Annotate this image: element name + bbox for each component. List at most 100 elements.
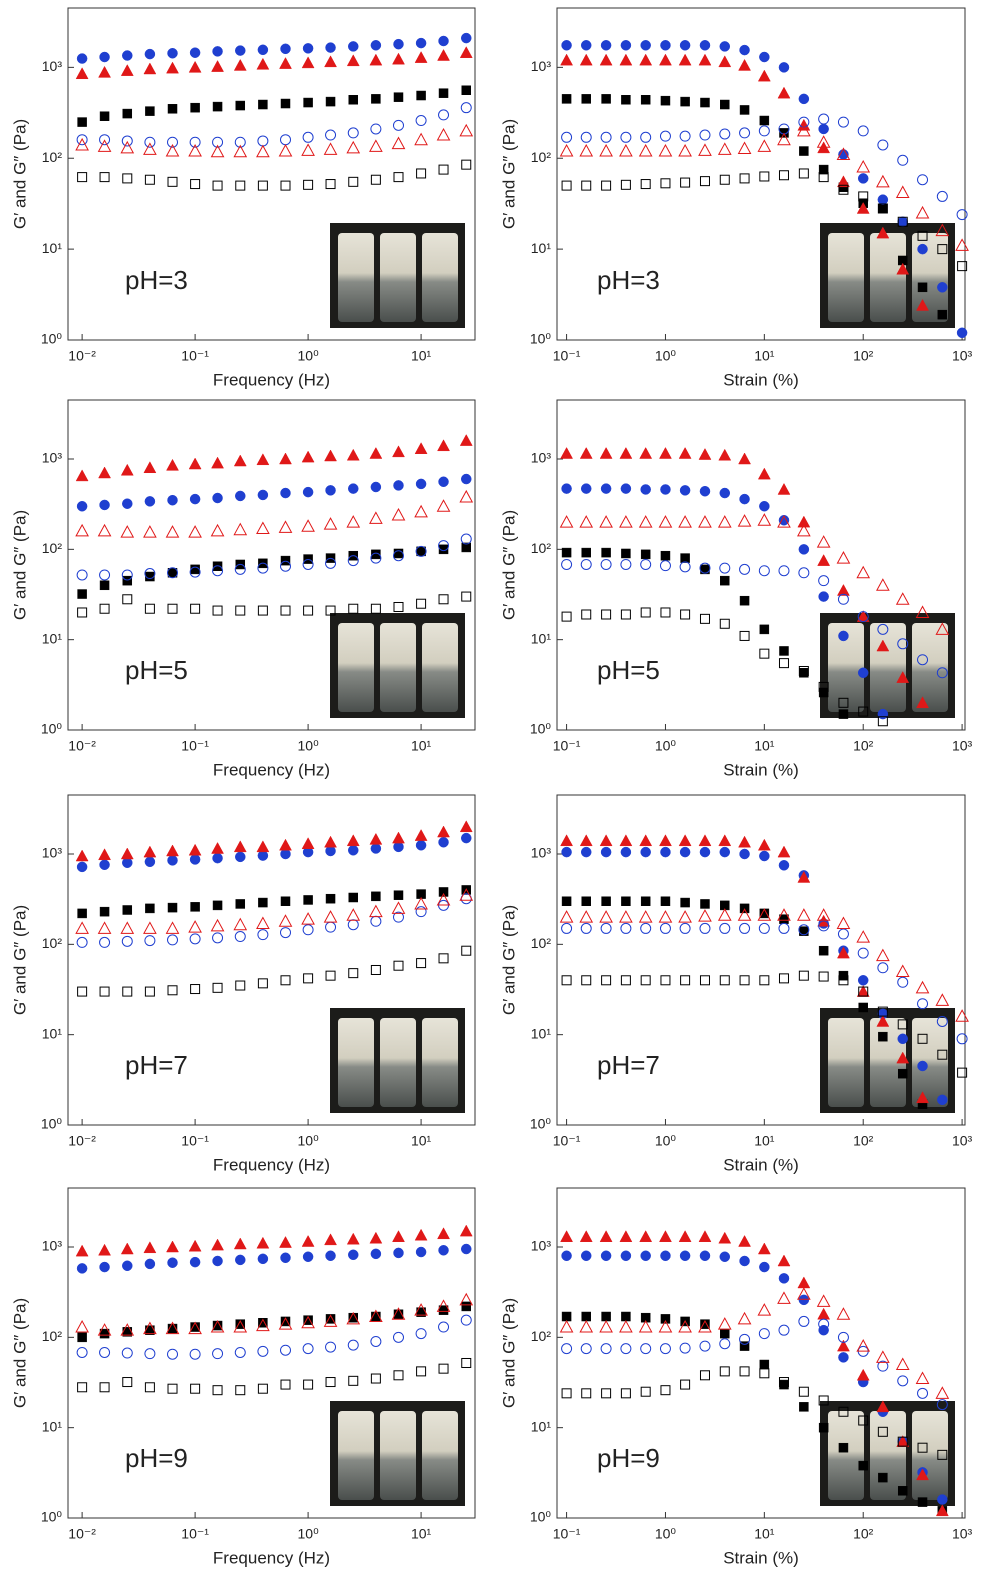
vial [380, 1018, 416, 1107]
triangle-marker [599, 834, 613, 847]
triangle-marker [233, 1237, 247, 1250]
x-axis-label: Strain (%) [723, 760, 799, 779]
y-tick-label: 10² [42, 1328, 63, 1344]
square-marker [348, 892, 359, 903]
triangle-marker [459, 46, 473, 58]
triangle-marker [143, 1241, 157, 1254]
triangle-marker [678, 1320, 692, 1333]
square-marker [838, 709, 849, 719]
square-marker [190, 179, 201, 190]
triangle-marker [638, 144, 653, 157]
vial [380, 1411, 416, 1500]
circle-marker [857, 173, 869, 184]
triangle-marker [777, 1291, 791, 1304]
triangle-marker [210, 144, 225, 158]
triangle-marker [97, 523, 112, 537]
triangle-marker [638, 910, 653, 923]
circle-marker [719, 487, 731, 499]
square-marker [897, 1068, 908, 1079]
square-marker [660, 975, 671, 986]
square-marker [561, 1311, 572, 1322]
triangle-marker [75, 469, 89, 482]
vial [422, 623, 458, 712]
circle-marker [818, 920, 830, 932]
circle-marker [561, 922, 573, 934]
circle-marker [937, 1494, 948, 1505]
circle-marker [76, 500, 88, 512]
circle-marker [580, 40, 592, 51]
triangle-marker [233, 1320, 248, 1333]
triangle-marker [210, 918, 225, 932]
triangle-marker [797, 523, 811, 537]
square-marker [257, 1383, 268, 1394]
circle-marker [699, 846, 711, 858]
series [76, 32, 472, 64]
x-tick-label: 10¹ [754, 1133, 775, 1149]
square-marker [393, 1370, 404, 1381]
circle-marker [460, 473, 472, 485]
y-tick-label: 10¹ [531, 630, 552, 646]
triangle-marker [188, 843, 202, 856]
circle-marker [699, 1250, 711, 1262]
sample-photo [330, 613, 465, 718]
circle-marker [392, 911, 404, 923]
circle-marker [679, 922, 691, 934]
square-marker [99, 986, 110, 997]
circle-marker [857, 125, 869, 137]
triangle-marker [436, 127, 451, 141]
triangle-marker [639, 834, 653, 847]
circle-marker [325, 1341, 337, 1353]
square-marker [700, 97, 710, 108]
square-marker [280, 1379, 291, 1390]
circle-marker [580, 483, 592, 494]
series [560, 1230, 949, 1517]
circle-marker [76, 53, 88, 64]
y-tick-label: 10² [531, 935, 552, 951]
triangle-marker [678, 1230, 692, 1242]
square-marker [620, 1388, 631, 1399]
circle-marker [739, 127, 751, 139]
circle-marker [257, 929, 269, 941]
triangle-marker [717, 142, 732, 155]
square-marker [660, 1314, 671, 1324]
circle-marker [144, 1258, 156, 1270]
circle-marker [580, 1250, 592, 1262]
vial [870, 233, 906, 322]
x-tick-label: 10¹ [754, 348, 775, 364]
circle-marker [99, 499, 110, 511]
plot-frame [67, 794, 476, 1126]
square-marker [145, 106, 155, 116]
circle-marker [122, 498, 133, 509]
circle-marker [302, 486, 314, 498]
square-marker [190, 1322, 200, 1332]
x-tick-label: 10⁻¹ [553, 1133, 581, 1149]
series [561, 547, 849, 719]
triangle-marker [718, 1231, 732, 1244]
triangle-marker [98, 65, 111, 78]
triangle-marker [836, 1307, 851, 1320]
triangle-marker [896, 262, 910, 275]
y-tick-label: 10² [42, 935, 63, 951]
triangle-marker [579, 144, 594, 157]
triangle-marker [816, 135, 831, 148]
circle-marker [234, 1346, 246, 1358]
square-marker [461, 1301, 471, 1312]
triangle-marker [797, 515, 811, 528]
circle-marker [415, 37, 427, 49]
square-marker [325, 893, 336, 904]
triangle-marker [876, 174, 890, 188]
triangle-marker [188, 920, 202, 933]
triangle-marker [120, 140, 135, 154]
triangle-marker [777, 132, 791, 146]
circle-marker [699, 40, 711, 51]
triangle-marker [816, 908, 831, 921]
circle-marker [348, 845, 359, 856]
triangle-marker [757, 69, 771, 82]
circle-marker [280, 560, 292, 572]
triangle-marker [346, 140, 361, 154]
triangle-marker [698, 834, 712, 847]
triangle-marker [619, 910, 633, 923]
square-marker [438, 164, 449, 175]
triangle-marker [75, 1320, 89, 1333]
